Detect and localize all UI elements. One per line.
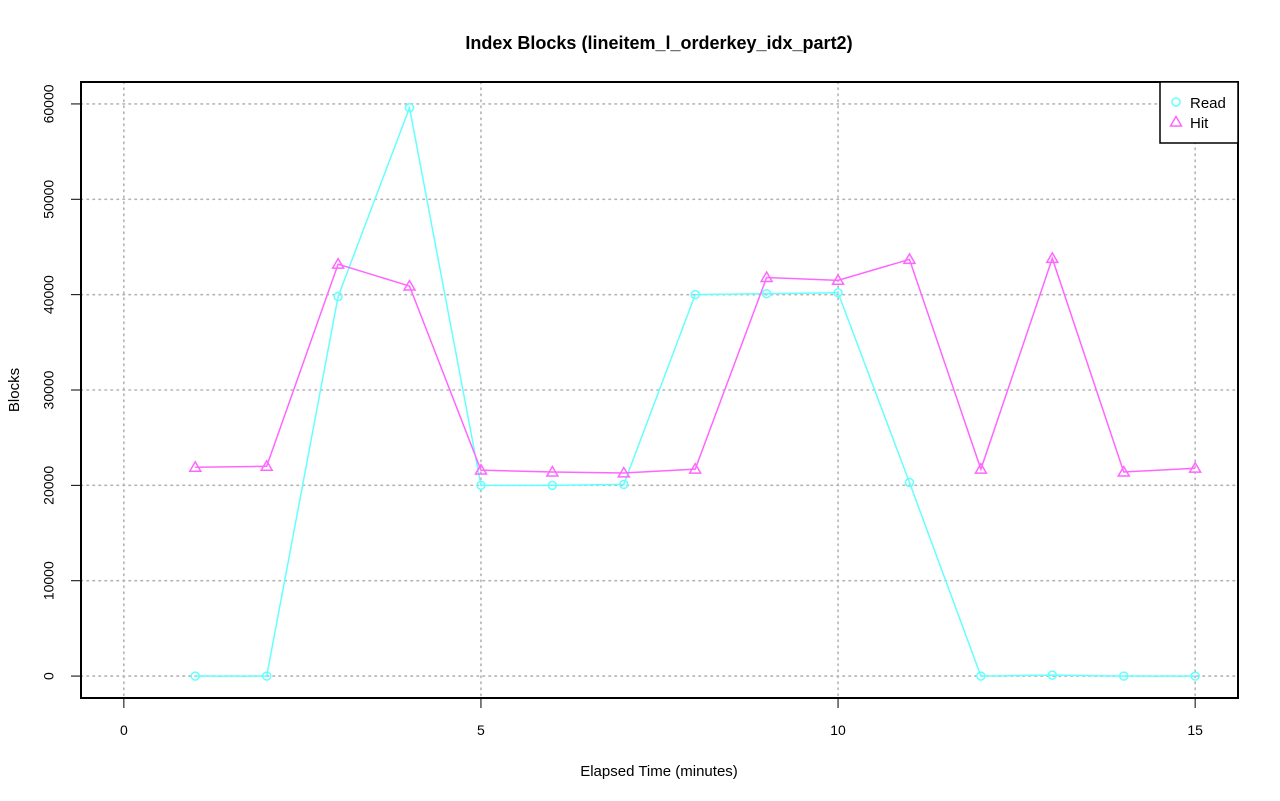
data-point-read bbox=[476, 480, 486, 491]
series-line-read bbox=[195, 104, 1196, 677]
x-tick-label: 15 bbox=[1187, 722, 1203, 738]
y-tick-label: 30000 bbox=[41, 370, 57, 409]
series-read bbox=[190, 102, 1200, 681]
data-point-read bbox=[261, 671, 272, 681]
legend: Read Hit bbox=[1159, 81, 1239, 144]
y-tick-label: 60000 bbox=[41, 84, 57, 123]
data-point-read bbox=[761, 288, 772, 299]
legend-label-read: Read bbox=[1190, 95, 1226, 112]
x-tick-label: 0 bbox=[120, 722, 128, 738]
data-point-hit bbox=[831, 273, 845, 286]
data-point-hit bbox=[616, 465, 631, 478]
data-point-hit bbox=[902, 252, 917, 265]
data-point-hit bbox=[331, 257, 345, 269]
data-point-hit bbox=[974, 462, 988, 474]
y-tick-label: 40000 bbox=[41, 275, 57, 314]
data-point-hit bbox=[1045, 251, 1060, 264]
y-axis: 0 10000 20000 30000 40000 50000 60000 bbox=[41, 84, 82, 680]
series-hit bbox=[188, 251, 1202, 478]
data-point-read bbox=[333, 291, 343, 302]
data-point-read bbox=[404, 102, 415, 113]
data-point-read bbox=[904, 477, 915, 488]
x-axis-label: Elapsed Time (minutes) bbox=[580, 763, 738, 780]
data-point-hit bbox=[688, 462, 703, 474]
x-tick-label: 10 bbox=[830, 722, 846, 738]
data-point-hit bbox=[402, 279, 417, 291]
legend-marker-read bbox=[1171, 97, 1181, 107]
data-point-read bbox=[619, 479, 629, 490]
data-point-read bbox=[190, 671, 201, 681]
legend-marker-hit bbox=[1169, 115, 1183, 127]
data-point-hit bbox=[474, 463, 488, 475]
data-point-hit bbox=[259, 459, 274, 471]
data-point-read bbox=[1118, 671, 1129, 681]
y-tick-label: 0 bbox=[41, 672, 57, 680]
data-point-read bbox=[690, 289, 700, 300]
data-point-read bbox=[833, 287, 843, 298]
data-point-hit bbox=[1188, 461, 1202, 473]
data-point-hit bbox=[545, 465, 560, 477]
grid bbox=[80, 81, 1239, 699]
legend-label-hit: Hit bbox=[1190, 115, 1209, 132]
data-point-read bbox=[547, 480, 558, 491]
legend-box bbox=[1159, 81, 1239, 144]
chart-title: Index Blocks (lineitem_l_orderkey_idx_pa… bbox=[465, 33, 852, 53]
y-tick-label: 10000 bbox=[41, 561, 57, 600]
data-point-read bbox=[1190, 671, 1200, 681]
data-point-hit bbox=[1116, 465, 1131, 477]
y-axis-label: Blocks bbox=[6, 368, 23, 412]
data-point-read bbox=[976, 671, 986, 681]
data-point-hit bbox=[759, 270, 774, 283]
y-tick-label: 20000 bbox=[41, 466, 57, 505]
x-tick-label: 5 bbox=[477, 722, 485, 738]
y-tick-label: 50000 bbox=[41, 180, 57, 219]
series-layer bbox=[188, 102, 1202, 681]
data-point-hit bbox=[188, 460, 203, 472]
series-line-hit bbox=[195, 256, 1196, 474]
x-axis: 0 5 10 15 bbox=[120, 697, 1203, 738]
data-point-read bbox=[1047, 670, 1058, 680]
